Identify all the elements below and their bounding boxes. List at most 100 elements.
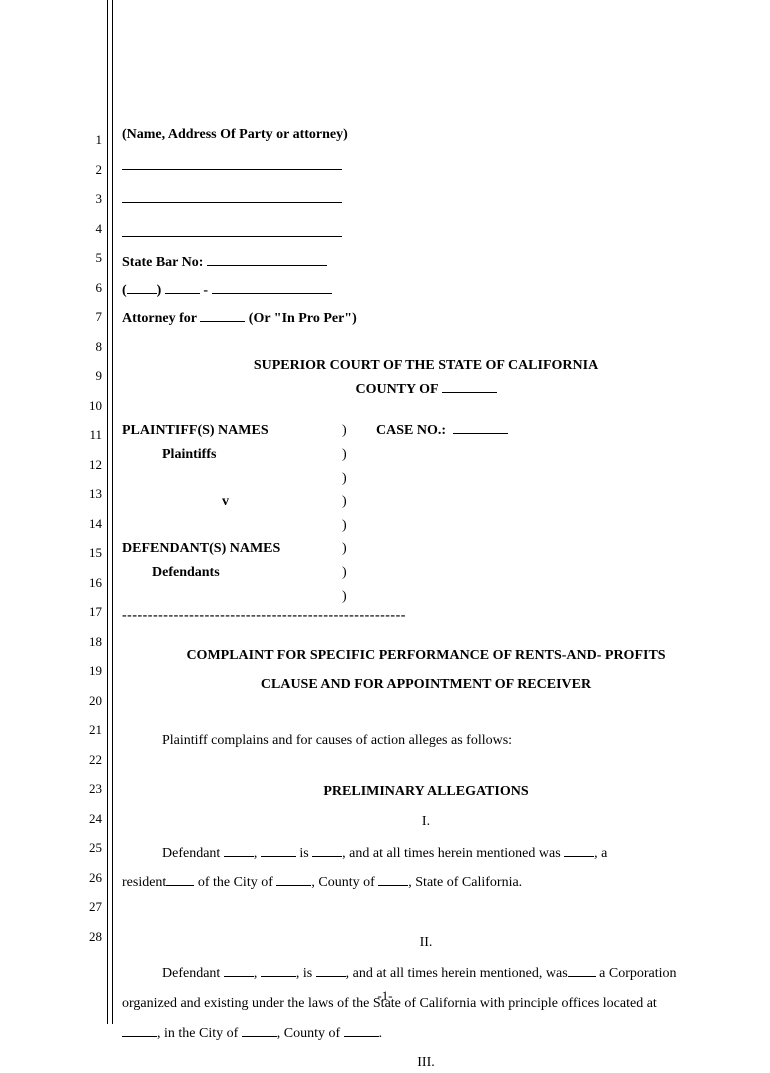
line-num: 15 — [88, 538, 102, 568]
pleading-page: 1 2 3 4 5 6 7 8 9 10 11 12 13 14 15 16 1… — [0, 0, 770, 1024]
plaintiff-names: PLAINTIFF(S) NAMES — [122, 421, 342, 441]
roman-i: I. — [122, 812, 730, 832]
caption-paren: ) — [342, 421, 362, 441]
paragraph-2: Defendant , , is , and at all times here… — [122, 964, 730, 984]
blank — [224, 845, 254, 857]
line-num: 17 — [88, 597, 102, 627]
paragraph-1b: resident of the City of , County of , St… — [122, 873, 730, 893]
line-num: 14 — [88, 509, 102, 539]
text: , and at all times herein mentioned was — [342, 846, 561, 861]
blank-county — [442, 381, 497, 393]
intro: Plaintiff complains and for causes of ac… — [122, 731, 730, 751]
blank — [568, 965, 596, 977]
party-label: (Name, Address Of Party or attorney) — [122, 125, 730, 145]
in-pro-per: (Or "In Pro Per") — [249, 311, 357, 326]
line-num: 24 — [88, 804, 102, 834]
text: , County of — [311, 875, 374, 890]
paren-close: ) — [157, 283, 162, 298]
blank — [344, 1025, 379, 1037]
text: of the City of — [194, 875, 273, 890]
prelim-heading: PRELIMINARY ALLEGATIONS — [122, 782, 730, 802]
blank-suffix — [212, 282, 332, 294]
line-num: 13 — [88, 479, 102, 509]
text: , in the City of — [157, 1026, 238, 1041]
text: , — [254, 846, 261, 861]
line-num: 19 — [88, 656, 102, 686]
line-num: 28 — [88, 922, 102, 952]
blank-attyfor — [200, 310, 245, 322]
line-num: 27 — [88, 892, 102, 922]
blank-prefix — [165, 282, 200, 294]
blank — [378, 874, 408, 886]
blank — [242, 1025, 277, 1037]
line-num: 21 — [88, 715, 102, 745]
line-num: 20 — [88, 686, 102, 716]
caption-paren: ) — [342, 469, 362, 489]
blank — [122, 1025, 157, 1037]
text: . — [379, 1026, 383, 1041]
line-numbers: 1 2 3 4 5 6 7 8 9 10 11 12 13 14 15 16 1… — [88, 125, 102, 951]
county-of: COUNTY OF — [355, 382, 438, 397]
blank — [261, 845, 296, 857]
blank — [166, 874, 194, 886]
line-num: 12 — [88, 450, 102, 480]
line-num: 10 — [88, 391, 102, 421]
text: , and at all times herein mentioned, was — [346, 966, 568, 981]
roman-iii: III. — [122, 1053, 730, 1073]
caption-paren: ) — [342, 563, 362, 583]
line-num: 23 — [88, 774, 102, 804]
line-num: 5 — [88, 243, 102, 273]
court-name: SUPERIOR COURT OF THE STATE OF CALIFORNI… — [122, 356, 730, 376]
paragraph-2c: , in the City of , County of . — [122, 1024, 730, 1044]
caption-paren: ) — [342, 587, 362, 607]
defendant-names: DEFENDANT(S) NAMES — [122, 539, 342, 559]
v: v — [122, 492, 342, 512]
blank-bar — [207, 254, 327, 266]
complaint-title-2: CLAUSE AND FOR APPOINTMENT OF RECEIVER — [122, 675, 730, 695]
caption-paren: ) — [342, 539, 362, 559]
line-num: 11 — [88, 420, 102, 450]
state-bar-label: State Bar No: — [122, 255, 203, 270]
text: resident — [122, 875, 166, 890]
blank-name1 — [122, 158, 342, 170]
line-num: 4 — [88, 214, 102, 244]
content-area: (Name, Address Of Party or attorney) Sta… — [122, 125, 730, 1073]
line-num: 26 — [88, 863, 102, 893]
text: Defendant — [162, 846, 220, 861]
plaintiffs: Plaintiffs — [122, 445, 342, 465]
line-num: 7 — [88, 302, 102, 332]
rule-line-right — [112, 0, 113, 1024]
line-num: 8 — [88, 332, 102, 362]
line-num: 22 — [88, 745, 102, 775]
blank — [312, 845, 342, 857]
text: is — [296, 846, 309, 861]
line-num: 16 — [88, 568, 102, 598]
blank — [276, 874, 311, 886]
blank-name3 — [122, 225, 342, 237]
blank — [564, 845, 594, 857]
caption-paren: ) — [342, 445, 362, 465]
line-num: 25 — [88, 833, 102, 863]
case-no: CASE NO.: — [376, 423, 446, 438]
complaint-title-1: COMPLAINT FOR SPECIFIC PERFORMANCE OF RE… — [122, 646, 730, 666]
rule-line-left — [107, 0, 108, 1024]
text: , a — [594, 846, 607, 861]
text: a Corporation — [596, 966, 677, 981]
paragraph-1: Defendant , is , and at all times herein… — [122, 844, 730, 864]
blank — [316, 965, 346, 977]
blank-area — [127, 282, 157, 294]
blank-caseno — [453, 422, 508, 434]
text: , County of — [277, 1026, 340, 1041]
line-num: 2 — [88, 155, 102, 185]
dashes: ----------------------------------------… — [122, 606, 730, 626]
blank — [261, 965, 296, 977]
line-num: 6 — [88, 273, 102, 303]
defendants: Defendants — [122, 563, 342, 583]
dash: - — [203, 283, 208, 298]
line-num: 1 — [88, 125, 102, 155]
attorney-for: Attorney for — [122, 311, 197, 326]
text: , is — [296, 966, 312, 981]
line-num: 18 — [88, 627, 102, 657]
roman-ii: II. — [122, 933, 730, 953]
text: , State of California. — [408, 875, 522, 890]
